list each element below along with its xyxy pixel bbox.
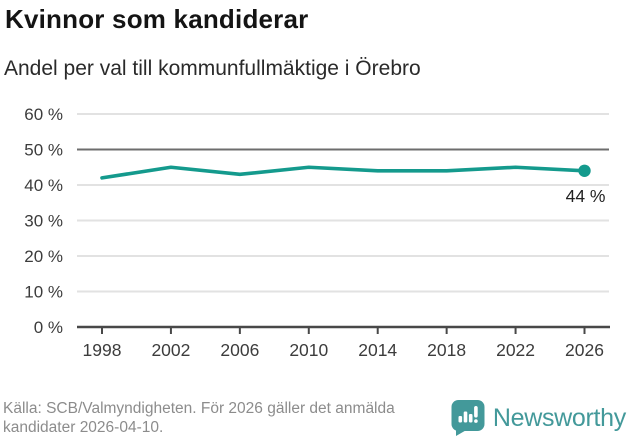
x-tick-label: 2002 <box>151 340 190 360</box>
data-line-women-candidates <box>100 165 587 180</box>
x-tick-label: 1998 <box>83 340 122 360</box>
y-tick-label: 0 % <box>34 318 63 337</box>
x-tick-label: 2014 <box>358 340 397 360</box>
x-tick-label: 2006 <box>220 340 259 360</box>
x-tick-label: 2010 <box>289 340 328 360</box>
chart-subtitle: Andel per val till kommunfullmäktige i Ö… <box>4 57 421 80</box>
y-tick-label: 30 % <box>24 212 63 231</box>
y-tick-label: 50 % <box>24 141 63 160</box>
line-chart: 0 % 10 % 20 % 30 % 40 % 50 % 60 % 1998 2002 2006 2… <box>24 105 610 360</box>
y-tick-label: 10 % <box>24 283 63 302</box>
x-tick-label: 2022 <box>496 340 535 360</box>
end-point-marker <box>578 164 591 177</box>
y-tick-label: 60 % <box>24 105 63 124</box>
newsworthy-logo-text: Newsworthy <box>492 403 626 432</box>
y-tick-label: 40 % <box>24 176 63 195</box>
end-point-label: 44 % <box>566 186 606 206</box>
x-tick-label: 2018 <box>427 340 466 360</box>
newsworthy-logo[interactable]: Newsworthy <box>451 399 626 437</box>
newsworthy-chart-bubble-icon <box>451 400 485 436</box>
x-tick-label: 2026 <box>565 340 604 360</box>
source-note: Källa: SCB/Valmyndigheten. För 2026 gäll… <box>3 400 395 437</box>
y-tick-label: 20 % <box>24 247 63 266</box>
page-title: Kvinnor som kandiderar <box>5 4 309 34</box>
